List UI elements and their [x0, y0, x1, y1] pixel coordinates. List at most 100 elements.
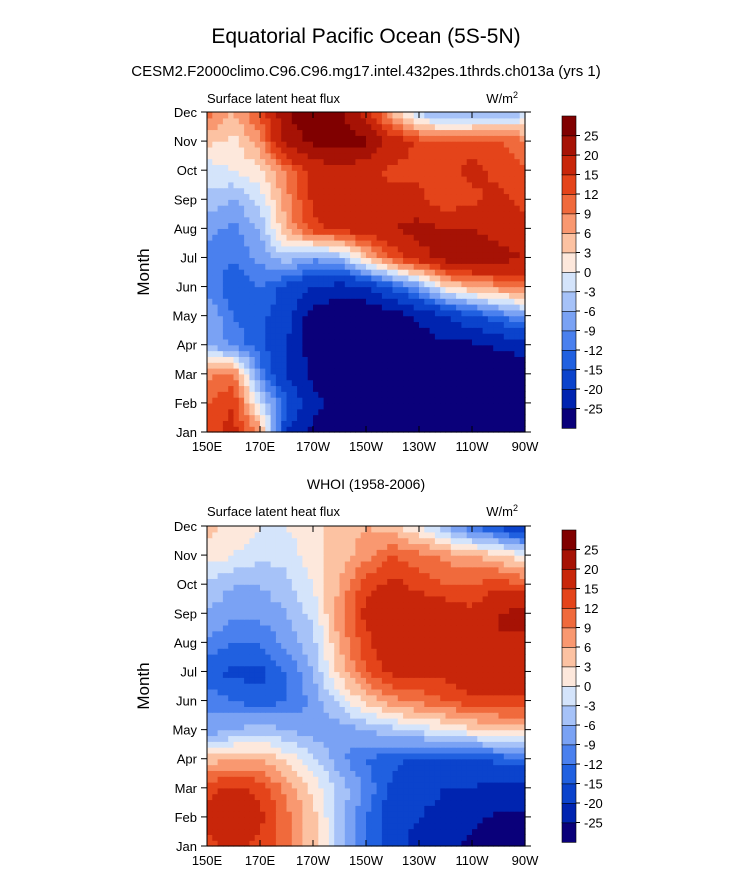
- panel-model-field-cell: [281, 420, 288, 427]
- panel-model-field-cell: [318, 333, 325, 340]
- panel-whoi-field-cell: [450, 805, 457, 812]
- panel-model-field-cell: [450, 292, 457, 299]
- panel-model-field-cell: [238, 234, 245, 241]
- panel-model-field-cell: [450, 397, 457, 404]
- panel-model-field-cell: [440, 129, 447, 136]
- panel-model-field-cell: [434, 385, 441, 392]
- panel-model-field-cell: [344, 426, 351, 433]
- panel-model-field-cell: [429, 112, 436, 119]
- panel-whoi-field-cell: [302, 799, 309, 806]
- panel-whoi-field-cell: [307, 805, 314, 812]
- panel-model-field-cell: [275, 356, 282, 363]
- panel-model-field-cell: [360, 240, 367, 247]
- panel-model-field-cell: [249, 356, 256, 363]
- panel-model-field-cell: [281, 181, 288, 189]
- panel-model-field-cell: [217, 146, 224, 154]
- panel-model-field-cell: [408, 146, 415, 154]
- panel-model-x-tick-label: 110W: [456, 439, 490, 454]
- panel-whoi-field-cell: [482, 816, 489, 824]
- panel-model-field-cell: [514, 187, 521, 195]
- panel-model-field-cell: [397, 170, 404, 177]
- panel-model-field-cell: [482, 245, 489, 253]
- panel-whoi-field-cell: [509, 799, 515, 806]
- panel-model-field-cell: [514, 338, 521, 346]
- panel-whoi-field-cell: [217, 828, 224, 835]
- panel-model-field-cell: [482, 210, 489, 218]
- panel-model-field-cell: [254, 222, 261, 229]
- panel-whoi-field-cell: [228, 712, 235, 719]
- panel-model-field-cell: [397, 117, 404, 125]
- panel-whoi-field-cell: [413, 822, 420, 830]
- panel-whoi-field-cell: [366, 752, 372, 760]
- panel-whoi-field-cell: [286, 712, 293, 719]
- panel-model-field-cell: [397, 112, 404, 119]
- panel-model-field-cell: [461, 373, 468, 381]
- panel-model-field-cell: [222, 181, 229, 189]
- panel-model-field-cell: [350, 216, 356, 224]
- panel-model-field-cell: [222, 199, 229, 206]
- panel-model-field-cell: [207, 269, 213, 276]
- panel-model-field-cell: [328, 251, 335, 259]
- panel-model-field-cell: [445, 187, 452, 195]
- panel-model-field-cell: [334, 414, 341, 421]
- panel-model-field-cell: [387, 240, 394, 247]
- panel-whoi-field-cell: [360, 770, 367, 777]
- panel-model-field-cell: [249, 205, 256, 212]
- panel-whoi-field-cell: [440, 729, 447, 737]
- panel-whoi-field-cell: [254, 787, 261, 795]
- panel-model-field-cell: [244, 146, 250, 154]
- panel-model-field-cell: [397, 333, 404, 340]
- panel-model-field-cell: [222, 280, 229, 288]
- panel-model-field-cell: [297, 135, 303, 142]
- panel-whoi-field-cell: [212, 776, 219, 783]
- panel-model-field-cell: [307, 146, 314, 154]
- panel-model-field-cell: [260, 170, 266, 177]
- panel-model-field-cell: [249, 170, 256, 177]
- panel-model-field-cell: [397, 210, 404, 218]
- panel-whoi-field-cell: [265, 712, 272, 719]
- panel-model-field-cell: [212, 199, 219, 206]
- panel-model-field-cell: [350, 176, 356, 183]
- panel-whoi-field-cell: [514, 805, 521, 812]
- panel-model-field-cell: [281, 414, 288, 421]
- panel-model-field-cell: [334, 362, 341, 369]
- panel-model-field-cell: [281, 397, 288, 404]
- panel-model-field-cell: [360, 245, 367, 253]
- panel-model-field-cell: [445, 234, 452, 241]
- panel-model-field-cell: [238, 408, 245, 416]
- panel-model-field-cell: [381, 344, 388, 352]
- panel-whoi-field-cell: [328, 834, 335, 841]
- panel-model-field-cell: [498, 309, 505, 317]
- panel-model-field-cell: [281, 327, 288, 334]
- panel-model-field-cell: [207, 112, 213, 119]
- panel-whoi-field-cell: [493, 816, 500, 824]
- panel-model-field-cell: [339, 304, 346, 311]
- panel-whoi-field-cell: [344, 822, 351, 830]
- panel-model-field-cell: [466, 164, 473, 171]
- panel-whoi-field-cell: [445, 706, 452, 713]
- panel-model-field-cell: [487, 373, 494, 381]
- panel-model-field-cell: [376, 112, 383, 119]
- panel-whoi-field-cell: [472, 723, 478, 731]
- panel-whoi-field-cell: [265, 805, 272, 812]
- panel-model-field-cell: [291, 420, 298, 427]
- panel-model-field-cell: [487, 315, 494, 323]
- panel-whoi-field-cell: [424, 834, 431, 841]
- panel-model-field-cell: [487, 234, 494, 241]
- panel-whoi-field-cell: [392, 758, 399, 766]
- panel-whoi-field-cell: [381, 758, 388, 766]
- panel-whoi-field-cell: [419, 741, 425, 748]
- panel-model-field-cell: [477, 158, 484, 165]
- panel-whoi-field-cell: [482, 747, 489, 754]
- panel-model-field-cell: [424, 245, 431, 253]
- panel-model-field-cell: [249, 146, 256, 154]
- panel-model-field-cell: [498, 269, 505, 276]
- panel-model-field-cell: [307, 362, 314, 369]
- panel-model-field-cell: [493, 129, 500, 136]
- panel-model-field-cell: [212, 397, 219, 404]
- panel-whoi-field-cell: [328, 718, 335, 725]
- panel-whoi-field-cell: [366, 770, 372, 777]
- panel-model-field-cell: [334, 379, 341, 387]
- panel-model-field-cell: [260, 321, 266, 328]
- panel-whoi-field-cell: [350, 840, 356, 847]
